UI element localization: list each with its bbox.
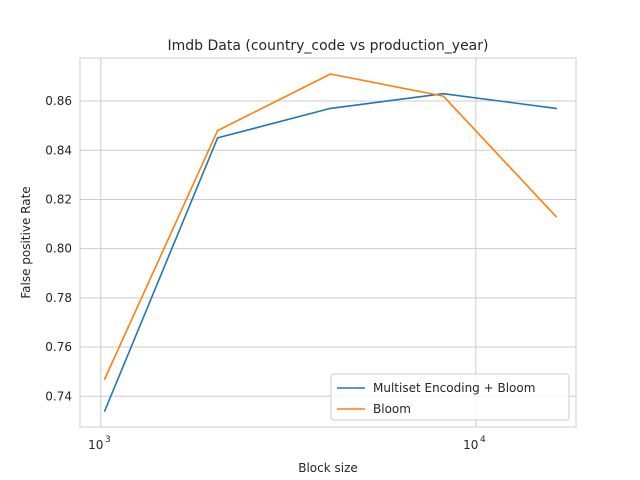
y-tick-label: 0.76 <box>45 340 72 354</box>
x-tick-label: 10 <box>463 438 478 452</box>
legend-label: Multiset Encoding + Bloom <box>373 381 535 395</box>
legend-label: Bloom <box>373 402 411 416</box>
x-tick-label: 10 <box>88 438 103 452</box>
y-tick-label: 0.78 <box>45 291 72 305</box>
grid-lines <box>80 58 576 427</box>
plot-frame <box>79 57 577 428</box>
x-axis-label: Block size <box>298 461 358 475</box>
legend-box <box>330 373 570 421</box>
x-tick-exponent: 4 <box>480 435 486 445</box>
y-tick-label: 0.80 <box>45 242 72 256</box>
y-tick-label: 0.82 <box>45 192 72 206</box>
legend: Multiset Encoding + Bloom Bloom <box>330 373 570 421</box>
y-axis-label: False positive Rate <box>19 186 33 298</box>
series-line-0 <box>103 92 558 412</box>
y-axis-ticks: 0.74 0.76 0.78 0.80 0.82 0.84 0.86 <box>45 94 72 403</box>
y-tick-label: 0.86 <box>45 94 72 108</box>
chart-title: Imdb Data (country_code vs production_ye… <box>168 38 489 54</box>
x-tick-exponent: 3 <box>105 435 111 445</box>
y-tick-label: 0.84 <box>45 143 72 157</box>
series-line-1 <box>103 73 558 380</box>
y-tick-label: 0.74 <box>45 389 72 403</box>
x-axis-ticks: 10 3 10 4 <box>88 435 486 452</box>
series-lines <box>103 73 558 412</box>
